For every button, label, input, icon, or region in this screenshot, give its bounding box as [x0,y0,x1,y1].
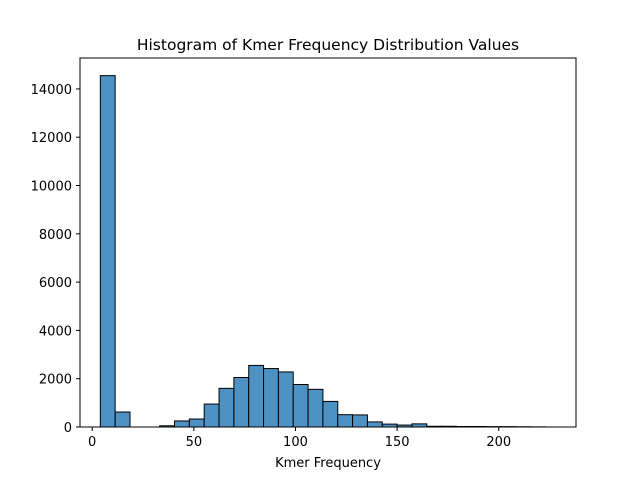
histogram-bar [188,418,205,428]
histogram-bar [366,421,383,428]
x-tick-label: 200 [486,435,511,450]
y-tick-label: 0 [64,421,72,436]
x-tick-label: 150 [385,435,410,450]
histogram-bar [114,411,131,428]
histogram-bar [263,368,279,428]
x-axis-label: Kmer Frequency [275,456,381,471]
histogram-bar [352,414,368,428]
bars-group [99,75,547,428]
chart-title: Histogram of Kmer Frequency Distribution… [137,36,519,54]
y-tick-label: 4000 [39,324,72,339]
histogram-bar [322,400,339,428]
plot-frame [79,57,577,428]
histogram-bar [233,376,250,428]
y-tick-label: 12000 [31,131,72,146]
histogram-bar [203,403,220,428]
x-tick-label: 50 [186,435,203,450]
histogram-bar [292,383,309,428]
y-tick-label: 14000 [31,83,72,98]
y-tick-label: 10000 [31,180,72,195]
x-tick-label: 0 [88,435,96,450]
histogram-bar [218,387,235,428]
y-tick-label: 6000 [39,276,72,291]
histogram-bar [248,364,265,428]
y-tick-label: 2000 [39,373,72,388]
histogram-bar [174,420,190,428]
y-axis: 0 2000 4000 6000 8000 10000 12000 14000 [31,83,80,436]
y-tick-label: 8000 [39,228,72,243]
x-axis: 0 50 100 150 200 [88,427,511,450]
histogram-bar [277,371,294,428]
histogram-bar [99,75,116,428]
x-tick-label: 100 [283,435,308,450]
histogram-bar [337,414,354,428]
histogram-bar [307,388,324,428]
